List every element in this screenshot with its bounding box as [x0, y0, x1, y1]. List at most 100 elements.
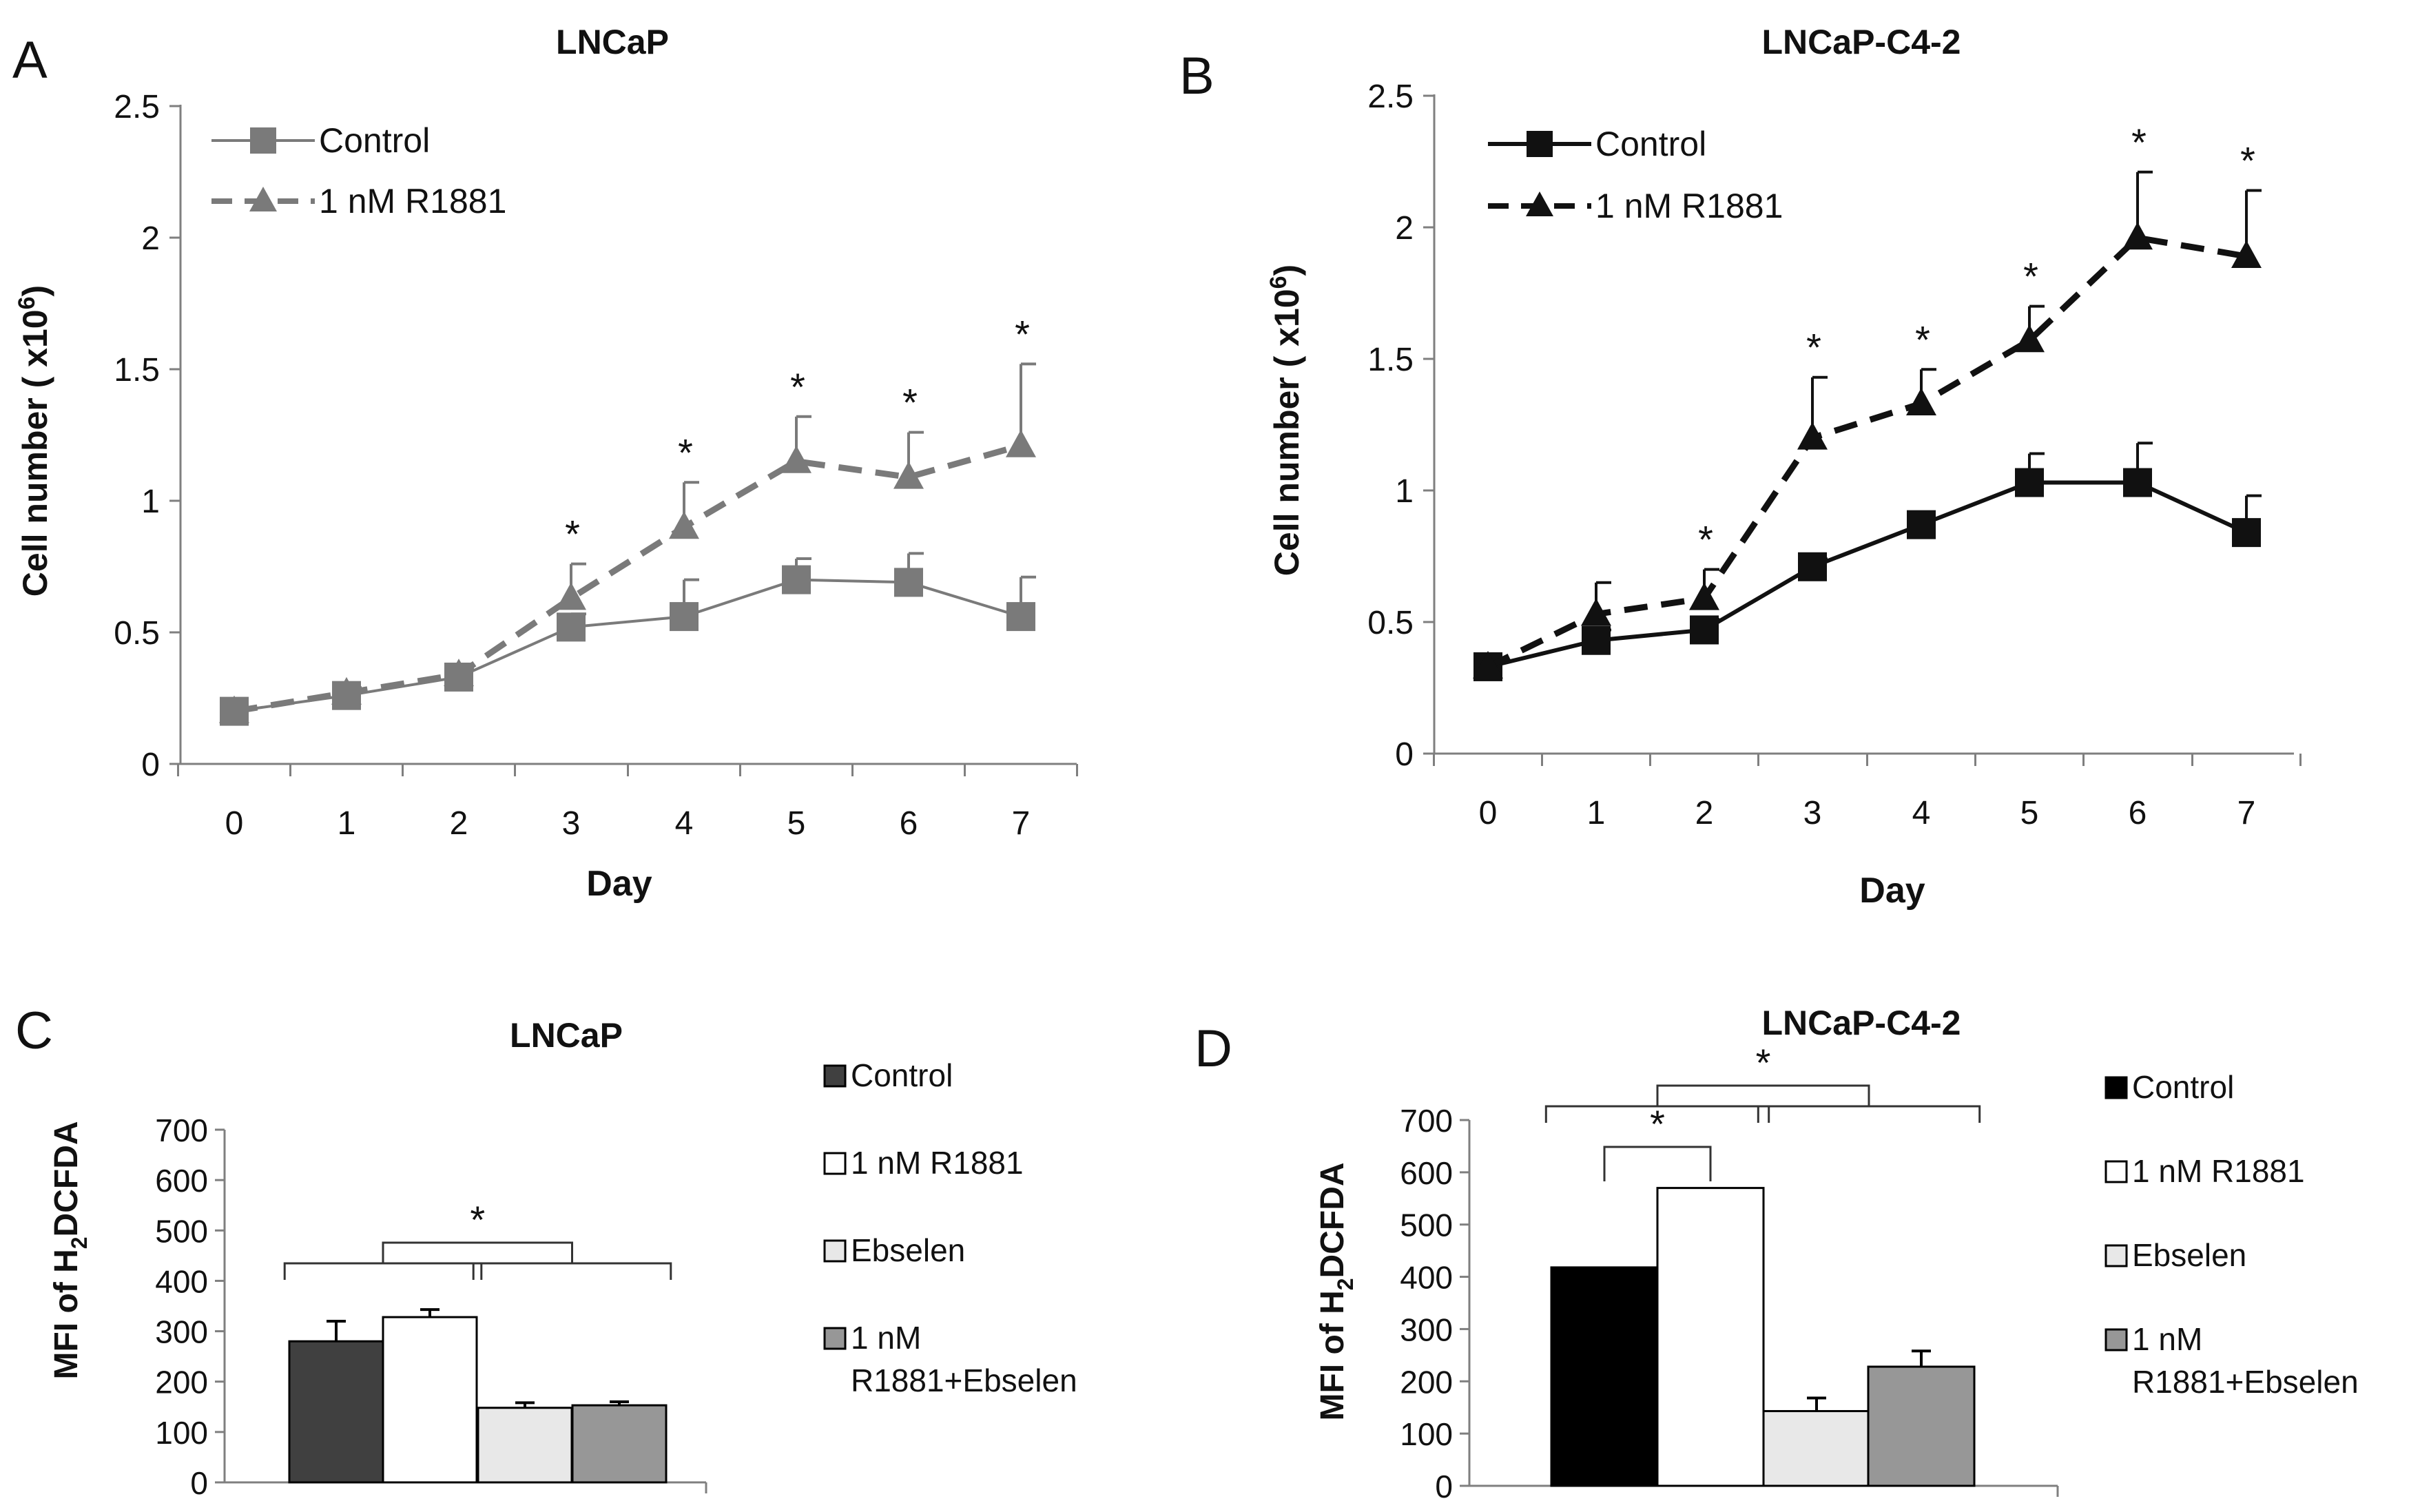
series-line-r1881	[1487, 234, 2247, 670]
y-tick-label: 300	[155, 1314, 208, 1350]
legend-label-line: Ebselen	[2132, 1237, 2246, 1273]
data-point-control	[557, 612, 586, 642]
panel-d-bar-chart: D LNCaP-C4-2 MFI of H2DCFDA 0 100 200 300 40…	[1195, 1004, 2359, 1504]
significance-star: *	[1698, 518, 1713, 561]
legend-label: 1 nM R1881	[1595, 187, 1783, 225]
data-point-control	[782, 565, 811, 594]
x-tick-label: 1	[338, 805, 356, 842]
legend-label: 1 nM R1881+Ebselen	[2132, 1321, 2359, 1400]
legend-swatch	[2104, 1076, 2128, 1099]
chart-title: LNCaP	[556, 23, 669, 61]
data-point-r1881	[2231, 240, 2262, 269]
data-point-control	[2232, 518, 2261, 548]
panel-label-c: C	[15, 1002, 53, 1060]
legend-label: Control	[851, 1057, 953, 1093]
data-point-r1881	[556, 582, 586, 610]
legend-label-line: 1 nM R1881	[851, 1145, 1024, 1181]
x-tick-label: 6	[900, 805, 918, 842]
data-point-r1881	[1581, 598, 1611, 626]
data-point-r1881	[1797, 422, 1828, 450]
y-tick-label: 400	[1400, 1260, 1453, 1296]
y-tick-label: 0.5	[114, 615, 160, 652]
bar-1-nm-r1881-ebselen	[1867, 1365, 1976, 1487]
x-tick-label: 6	[2129, 795, 2147, 831]
legend-swatch	[823, 1064, 847, 1088]
data-point-r1881	[2014, 324, 2045, 353]
x-tick-label: 1	[1587, 795, 1606, 831]
data-point-r1881	[331, 676, 362, 705]
y-tick-label: 0	[1395, 736, 1414, 773]
legend-label-line: Ebselen	[851, 1232, 965, 1268]
data-point-r1881	[444, 659, 474, 687]
bar-1-nm-r1881	[1656, 1187, 1765, 1487]
significance-star: *	[1756, 1041, 1771, 1084]
x-tick-label: 0	[225, 805, 244, 842]
significance-star: *	[1806, 326, 1821, 369]
y-tick-label: 700	[1400, 1103, 1453, 1139]
data-point-r1881	[781, 445, 811, 473]
legend-label: 1 nM R1881+Ebselen	[851, 1320, 1077, 1398]
data-point-r1881	[1689, 582, 1719, 610]
y-tick-label: 1	[1395, 473, 1414, 510]
x-axis-label: Day	[586, 864, 652, 904]
panel-label-b: B	[1179, 47, 1214, 105]
chart-title: LNCaP-C4-2	[1762, 23, 1961, 61]
data-point-r1881	[893, 461, 924, 489]
legend-label: Control	[319, 121, 430, 160]
y-tick-label: 100	[155, 1415, 208, 1451]
data-point-r1881	[1473, 650, 1503, 679]
data-point-control	[2123, 468, 2152, 497]
legend-label: 1 nM R1881	[319, 182, 506, 220]
panel-label-d: D	[1195, 1019, 1232, 1078]
y-tick-label: 500	[1400, 1208, 1453, 1243]
x-tick-label: 4	[1912, 795, 1931, 831]
y-tick-label: 2.5	[1367, 79, 1414, 115]
y-tick-label: 200	[155, 1365, 208, 1400]
data-point-control	[2015, 468, 2044, 497]
legend-label: 1 nM R1881	[2132, 1153, 2305, 1189]
y-tick-label: 1.5	[1367, 342, 1414, 378]
y-tick-label: 0	[190, 1465, 208, 1501]
y-tick-label: 600	[155, 1163, 208, 1199]
significance-star: *	[2240, 139, 2255, 183]
legend-label-line: Control	[2132, 1069, 2234, 1105]
y-tick-label: 300	[1400, 1312, 1453, 1347]
significance-star: *	[2023, 255, 2038, 298]
bar-ebselen	[477, 1407, 573, 1484]
data-point-control	[1690, 615, 1719, 645]
y-tick-label: 700	[155, 1112, 208, 1148]
series-line-r1881	[234, 442, 1022, 715]
significance-star: *	[790, 365, 805, 408]
chart-title: LNCaP-C4-2	[1762, 1004, 1961, 1042]
legend-swatch	[2104, 1160, 2128, 1183]
significance-star: *	[1015, 312, 1030, 355]
panel-c-bar-chart: C LNCaP MFI of H2DCFDA 0 100 200 300 400 500 6…	[15, 1002, 1077, 1501]
y-tick-label: 600	[1400, 1155, 1453, 1191]
legend-swatch	[823, 1327, 847, 1350]
significance-star: *	[902, 381, 918, 424]
y-tick-label: 0	[141, 747, 160, 783]
panel-label-a: A	[12, 31, 48, 90]
legend-marker-r1881	[1526, 191, 1553, 216]
legend-label-line: 1 nM	[851, 1320, 921, 1356]
y-tick-label: 400	[155, 1263, 208, 1299]
bar-ebselen	[1762, 1410, 1871, 1487]
x-tick-label: 2	[450, 805, 468, 842]
legend-swatch	[2104, 1244, 2128, 1267]
x-tick-label: 7	[1012, 805, 1031, 842]
legend-label-line: R1881+Ebselen	[2132, 1364, 2359, 1400]
y-tick-label: 1	[141, 484, 160, 520]
significance-star: *	[565, 512, 580, 556]
legend-label: Control	[1595, 125, 1706, 163]
legend-swatch	[2104, 1328, 2128, 1352]
panel-b-line-chart: B LNCaP-C4-2 Day Cell number ( x106) 0 0.…	[1179, 23, 2302, 911]
data-point-r1881	[1006, 429, 1036, 457]
significance-star: *	[470, 1198, 485, 1241]
legend-swatch	[823, 1239, 847, 1263]
data-point-r1881	[1906, 387, 1936, 415]
x-axis-label: Day	[1859, 871, 1925, 911]
significance-star: *	[1915, 318, 1930, 361]
series-line-control	[1487, 480, 2248, 669]
bar-1-nm-r1881-ebselen	[571, 1404, 668, 1484]
